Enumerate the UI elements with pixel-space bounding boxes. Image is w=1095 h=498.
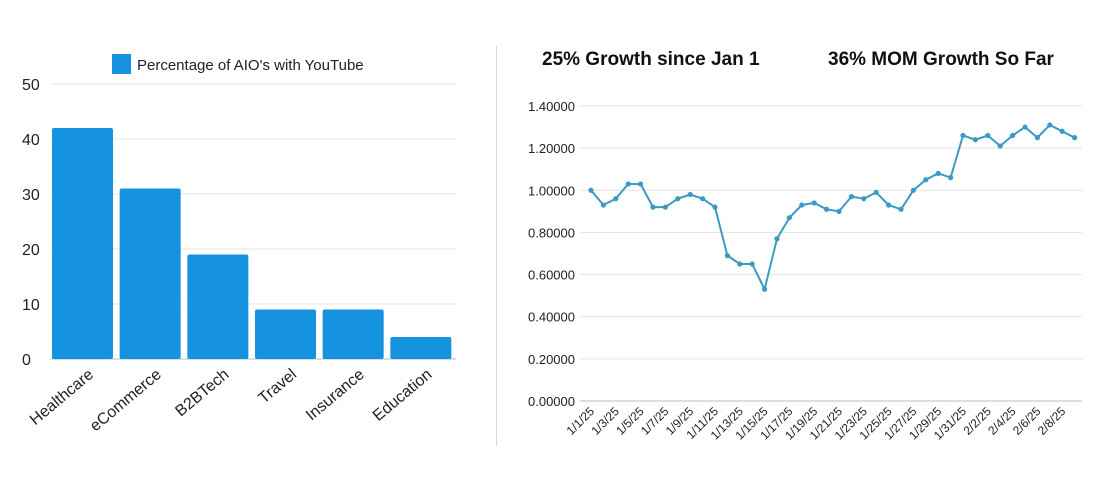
bar-ytick-label: 0: [22, 352, 31, 369]
bar-ecommerce: [119, 188, 181, 359]
line-point: [786, 215, 793, 221]
line-point: [948, 175, 954, 181]
line-ytick-label: 0.00000: [528, 394, 575, 409]
line-point: [1059, 128, 1065, 134]
line-point: [923, 177, 929, 183]
line-point: [1010, 132, 1016, 139]
bar-ytick-label: 50: [22, 77, 40, 94]
bar-healthcare: [52, 128, 113, 359]
line-ytick-label: 1.00000: [528, 183, 575, 198]
headline-mom-growth: 36% MOM Growth So Far: [828, 49, 1055, 70]
line-point: [700, 196, 706, 202]
line-point: [799, 202, 805, 208]
bar-category-label: Travel: [256, 366, 301, 407]
bar-insurance: [322, 309, 384, 359]
line-point: [675, 196, 681, 202]
line-point: [1072, 135, 1078, 141]
bar-ytick-label: 10: [22, 297, 40, 314]
headline-growth-since-jan: 25% Growth since Jan 1: [542, 49, 760, 70]
line-point: [588, 187, 594, 193]
line-ytick-label: 0.20000: [528, 352, 575, 367]
line-point: [848, 194, 855, 200]
line-point: [662, 204, 669, 210]
legend-label: Percentage of AIO's with YouTube: [137, 57, 364, 74]
line-point: [836, 208, 842, 214]
panel-divider: [496, 46, 497, 446]
line-series-path: [590, 124, 1076, 291]
line-point: [638, 181, 644, 187]
line-xtick-label: 2/8/25: [1035, 404, 1069, 438]
line-point: [687, 191, 693, 198]
line-ytick-label: 1.20000: [528, 141, 575, 156]
line-ytick-label: 0.40000: [528, 310, 575, 325]
line-point: [997, 143, 1003, 149]
bar-education: [390, 337, 452, 359]
line-point: [600, 202, 607, 208]
line-point: [910, 187, 917, 193]
line-point: [972, 137, 979, 143]
bar-b2btech: [187, 254, 249, 359]
line-point: [861, 196, 867, 202]
line-point: [613, 196, 619, 202]
bar-category-label: B2BTech: [172, 366, 232, 420]
line-point: [774, 236, 780, 242]
line-point: [960, 132, 966, 139]
bar-category-label: Insurance: [303, 366, 368, 424]
line-point: [886, 202, 892, 208]
line-point: [873, 189, 879, 195]
bar-ytick-label: 20: [22, 242, 40, 259]
bar-category-label: Education: [370, 366, 435, 425]
line-point: [712, 204, 718, 210]
bar-category-label: eCommerce: [87, 366, 165, 435]
bar-ytick-label: 30: [22, 187, 40, 204]
line-point: [749, 261, 755, 267]
line-ytick-label: 0.80000: [528, 225, 575, 240]
line-point: [1034, 135, 1040, 141]
line-point: [650, 204, 656, 210]
line-point: [824, 206, 830, 212]
line-point: [811, 200, 817, 206]
bar-ytick-label: 40: [22, 132, 40, 149]
line-point: [1022, 124, 1028, 130]
line-point: [737, 261, 743, 267]
line-point: [625, 181, 631, 187]
bar-category-label: Healthcare: [27, 366, 97, 429]
bar-legend: Percentage of AIO's with YouTube: [112, 54, 364, 74]
line-chart: 25% Growth since Jan 1 36% MOM Growth So…: [528, 49, 1082, 442]
bar-travel: [255, 309, 316, 359]
line-point: [935, 170, 941, 177]
line-point: [1047, 122, 1053, 128]
line-point: [724, 253, 731, 259]
line-point: [762, 286, 768, 292]
line-ytick-label: 1.40000: [528, 99, 575, 114]
line-point: [898, 206, 904, 212]
line-point: [985, 132, 991, 139]
line-ytick-label: 0.60000: [528, 268, 575, 283]
legend-swatch: [112, 54, 131, 74]
